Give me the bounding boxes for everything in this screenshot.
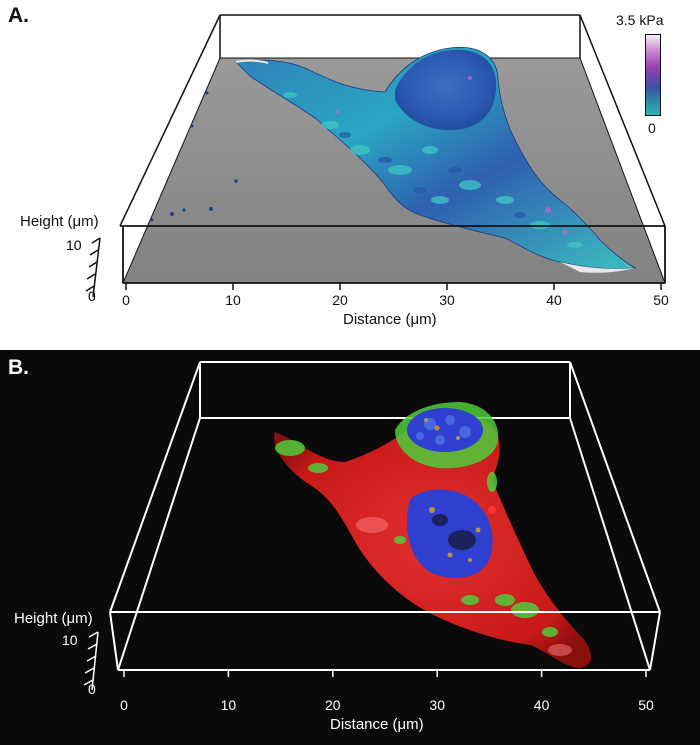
panel-b-frame-front (109, 611, 661, 671)
panel-b-frame-back (109, 361, 661, 671)
panel-a-height-tick-10: 10 (66, 237, 82, 253)
panel-b-distance-tick-labels: 0 10 20 30 40 50 (120, 697, 654, 713)
panel-b-height-axis (83, 631, 99, 691)
stiffness-colorbar (645, 34, 661, 116)
panel-b-height-tick-10: 10 (62, 632, 78, 648)
panel-b-distance-tick-label: 50 (638, 697, 654, 713)
panel-a-height-label: Height (μm) (20, 213, 99, 230)
panel-a: A. (0, 0, 700, 350)
panel-b-cell (274, 402, 592, 668)
panel-b-distance-label: Distance (μm) (330, 716, 424, 733)
panel-b-distance-tick-label: 10 (221, 697, 237, 713)
panel-b-distance-tick-label: 40 (534, 697, 550, 713)
panel-a-height-tick-0: 0 (88, 288, 96, 304)
panel-a-plot: Height (μm) 10 0 0 10 20 30 40 50 Distance (μ… (20, 14, 669, 328)
colorbar-max-label: 3.5 kPa (616, 12, 664, 28)
panel-a-cell-surface (235, 46, 637, 273)
panel-b: B. (0, 350, 700, 745)
panel-b-distance-tick-label: 20 (325, 697, 341, 713)
panel-a-distance-tick-label: 20 (332, 292, 348, 308)
panel-a-distance-label: Distance (μm) (343, 311, 437, 328)
panel-a-frame-back (119, 14, 666, 227)
panel-b-height-tick-0: 0 (88, 681, 96, 697)
panel-b-letter: B. (8, 356, 29, 379)
panel-b-distance-tick-label: 0 (120, 697, 128, 713)
panel-b-plot: Height (μm) 10 0 0 10 20 30 40 50 Distance (μ… (14, 361, 661, 733)
panel-a-distance-axis (125, 283, 662, 290)
panel-a-distance-tick-label: 50 (653, 292, 669, 308)
panel-a-distance-tick-label: 10 (225, 292, 241, 308)
panel-a-letter: A. (8, 4, 29, 27)
panel-a-substrate-dots (150, 91, 238, 222)
panel-a-frame-front (120, 225, 666, 284)
panel-a-distance-tick-labels: 0 10 20 30 40 50 (122, 292, 669, 308)
colorbar-min-label: 0 (648, 120, 656, 136)
panel-a-distance-tick-label: 0 (122, 292, 130, 308)
panel-a-distance-tick-label: 30 (439, 292, 455, 308)
panel-b-distance-axis (123, 670, 647, 677)
panel-a-height-axis (85, 237, 101, 298)
panel-b-distance-tick-label: 30 (429, 697, 445, 713)
panel-b-height-label: Height (μm) (14, 610, 93, 627)
panel-a-distance-tick-label: 40 (546, 292, 562, 308)
